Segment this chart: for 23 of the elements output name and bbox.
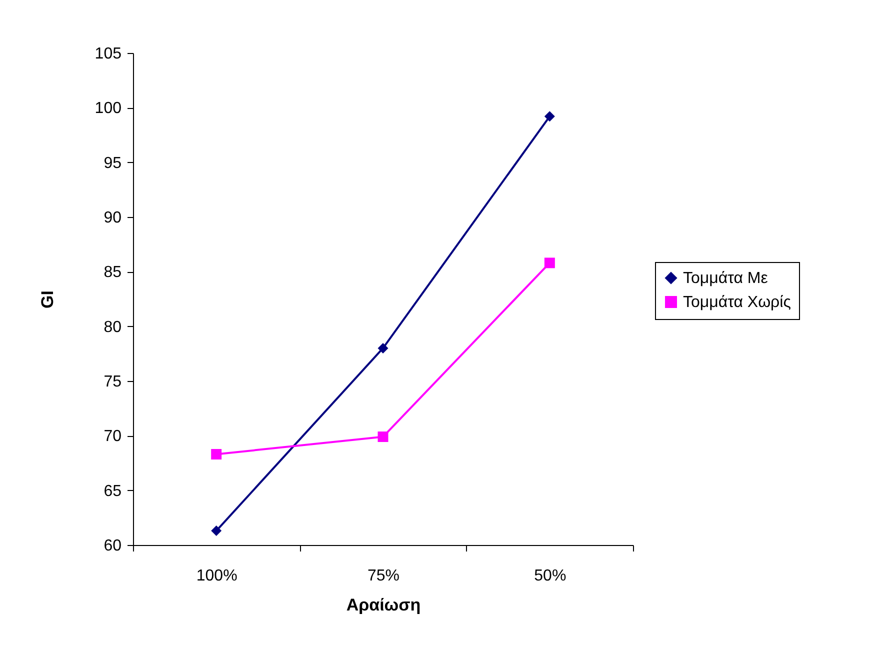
y-axis-title: GI — [38, 290, 57, 308]
point — [378, 342, 388, 354]
x-tick-label: 75% — [367, 568, 400, 584]
point — [378, 432, 388, 442]
y-tick-label: 75 — [104, 374, 122, 390]
point — [544, 111, 555, 122]
x-axis-title: Αραίωση — [346, 596, 421, 614]
point — [211, 526, 222, 536]
x-tick-label: 100% — [196, 568, 238, 584]
y-tick-label: 65 — [104, 482, 122, 500]
point — [544, 258, 555, 268]
y-tick-label: 95 — [104, 154, 122, 172]
point — [211, 449, 222, 460]
y-tick-label: 105 — [94, 46, 122, 62]
y-tick-label: 60 — [104, 538, 122, 554]
y-tick-label: 85 — [104, 264, 122, 282]
legend-label: Τομμάτα Με — [683, 270, 768, 287]
y-tick-label: 90 — [104, 210, 122, 226]
y-tick-label: 100 — [94, 100, 122, 118]
legend-label: Τομμάτα Χωρίς — [683, 294, 792, 311]
y-tick-label: 70 — [104, 428, 122, 446]
y-tick-label: 80 — [104, 318, 122, 336]
x-tick-label: 50% — [534, 568, 566, 584]
